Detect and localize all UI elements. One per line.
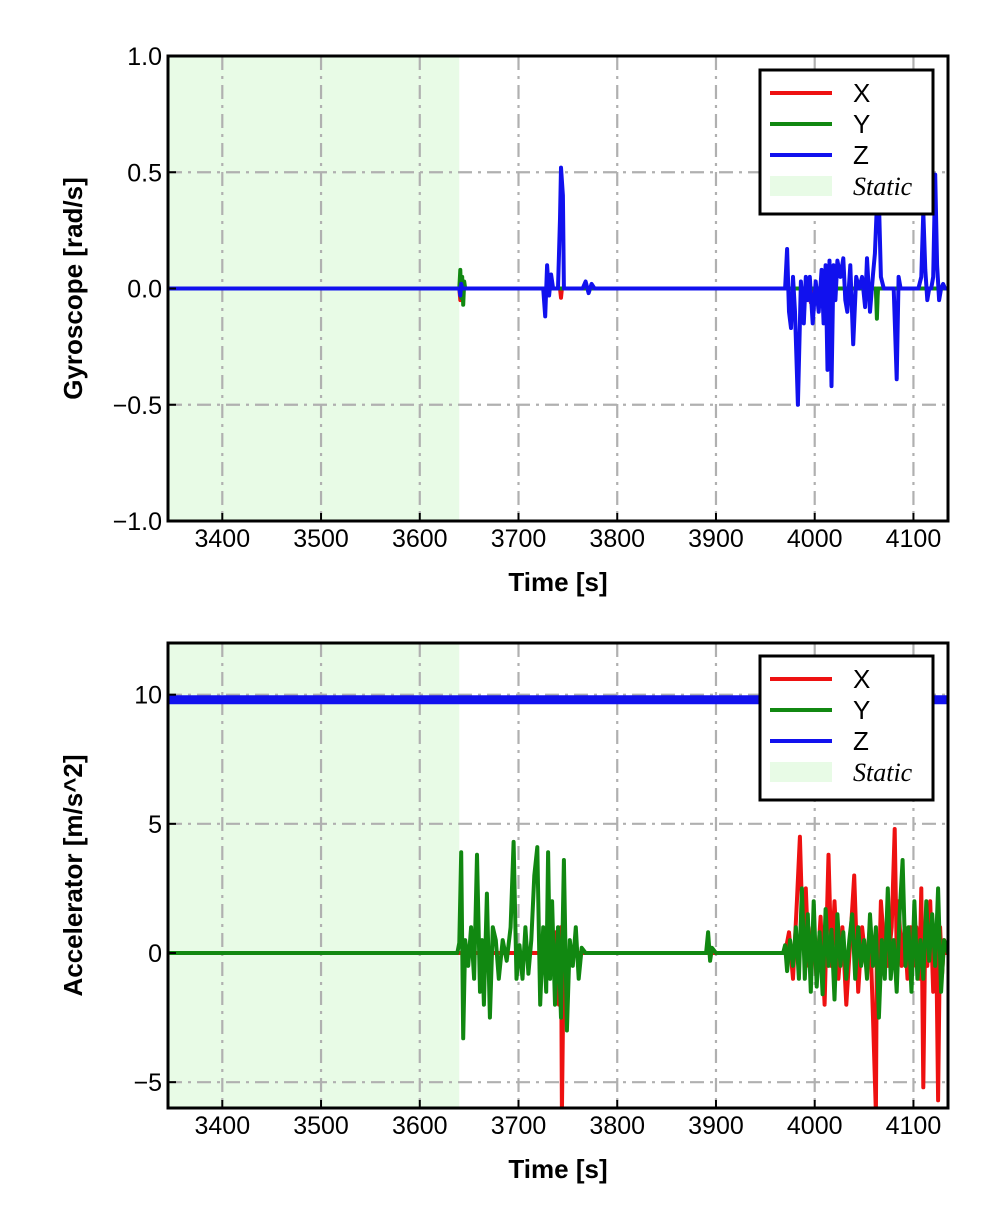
x-tick-label: 3400 (194, 525, 250, 553)
legend-label-static: Static (853, 758, 913, 787)
static-span (168, 643, 460, 1108)
legend-label-y: Y (853, 695, 870, 725)
x-axis-label: Time [s] (508, 1154, 607, 1184)
y-tick-label: −0.5 (113, 392, 162, 420)
x-tick-label: 3800 (589, 525, 645, 553)
y-tick-label: 0.5 (127, 159, 162, 187)
x-axis-label: Time [s] (508, 567, 607, 597)
y-tick-label: 0 (148, 940, 162, 968)
x-tick-label: 3400 (194, 1112, 250, 1140)
x-tick-label: 3800 (589, 1112, 645, 1140)
series-line-y (168, 839, 948, 1041)
x-tick-label: 4100 (886, 1112, 942, 1140)
series-line-z (168, 165, 948, 407)
x-tick-label: 3600 (392, 1112, 448, 1140)
y-tick-label: 10 (134, 682, 162, 710)
legend-label-z: Z (853, 140, 869, 170)
x-tick-label: 3500 (293, 1112, 349, 1140)
legend-label-z: Z (853, 726, 869, 756)
legend-swatch-static (770, 762, 832, 782)
legend-swatch-static (770, 176, 832, 196)
legend-label-x: X (853, 664, 870, 694)
x-tick-label: 3500 (293, 525, 349, 553)
y-axis-label: Gyroscope [rad/s] (58, 177, 88, 400)
gyroscope-plot: 3400 3500 3600 3700 3800 3900 4000 4100 1.0 0.5 0.… (58, 43, 950, 597)
x-tick-label: 3600 (392, 525, 448, 553)
legend-label-y: Y (853, 109, 870, 139)
x-tick-label: 4000 (787, 1112, 843, 1140)
legend-label-x: X (853, 78, 870, 108)
y-tick-label: 5 (148, 811, 162, 839)
x-tick-label: 4100 (886, 525, 942, 553)
accelerometer-plot: 3400 3500 3600 3700 3800 3900 4000 4100 10 5 0 −5 Ti… (58, 641, 950, 1184)
x-tick-label: 3700 (491, 525, 547, 553)
x-tick-label: 3900 (688, 1112, 744, 1140)
legend-label-static: Static (853, 172, 913, 201)
x-tick-label: 4000 (787, 525, 843, 553)
series-group (168, 165, 948, 407)
y-axis-label: Accelerator [m/s^2] (58, 754, 88, 996)
axes-frame (166, 641, 950, 1110)
y-tick-label: −1.0 (113, 508, 162, 536)
x-tick-label: 3700 (491, 1112, 547, 1140)
y-tick-label: 1.0 (127, 43, 162, 71)
x-tick-label: 3900 (688, 525, 744, 553)
y-tick-label: −5 (133, 1069, 162, 1097)
y-tick-label: 0.0 (127, 276, 162, 304)
